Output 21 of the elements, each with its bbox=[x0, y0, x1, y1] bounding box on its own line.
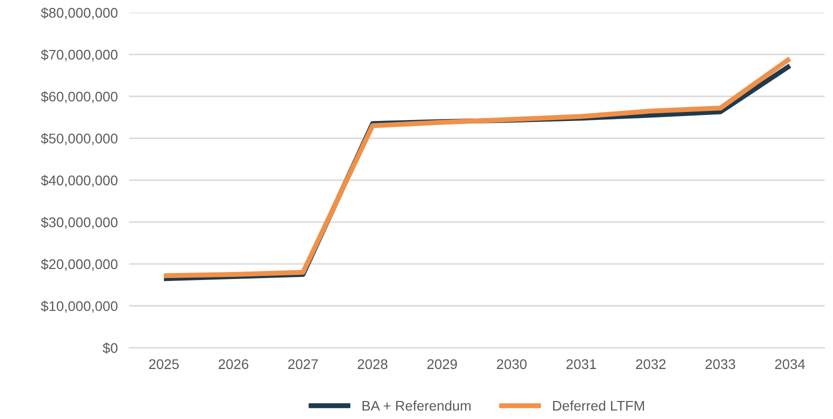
y-tick-label: $60,000,000 bbox=[40, 91, 118, 104]
y-tick-label: $20,000,000 bbox=[40, 258, 118, 271]
x-tick-label: 2028 bbox=[358, 359, 388, 370]
x-tick-label: 2027 bbox=[288, 359, 318, 370]
y-tick-label: $50,000,000 bbox=[40, 133, 118, 146]
y-tick-label: $70,000,000 bbox=[40, 49, 118, 62]
legend-label: BA + Referendum bbox=[362, 400, 471, 411]
y-tick-label: $40,000,000 bbox=[40, 174, 118, 187]
x-tick-label: 2030 bbox=[496, 359, 527, 370]
x-tick-label: 2026 bbox=[218, 359, 248, 370]
x-tick-label: 2025 bbox=[149, 359, 179, 370]
x-tick-label: 2032 bbox=[636, 359, 666, 370]
x-tick-label: 2033 bbox=[706, 359, 736, 370]
x-tick-label: 2031 bbox=[566, 359, 596, 370]
y-tick-label: $80,000,000 bbox=[40, 7, 118, 20]
x-tick-label: 2034 bbox=[775, 359, 805, 370]
x-tick-label: 2029 bbox=[427, 359, 457, 370]
y-tick-label: $30,000,000 bbox=[40, 216, 118, 229]
legend-label: Deferred LTFM bbox=[553, 400, 644, 411]
y-tick-label: $10,000,000 bbox=[40, 300, 118, 313]
y-tick-label: $0 bbox=[102, 342, 118, 354]
